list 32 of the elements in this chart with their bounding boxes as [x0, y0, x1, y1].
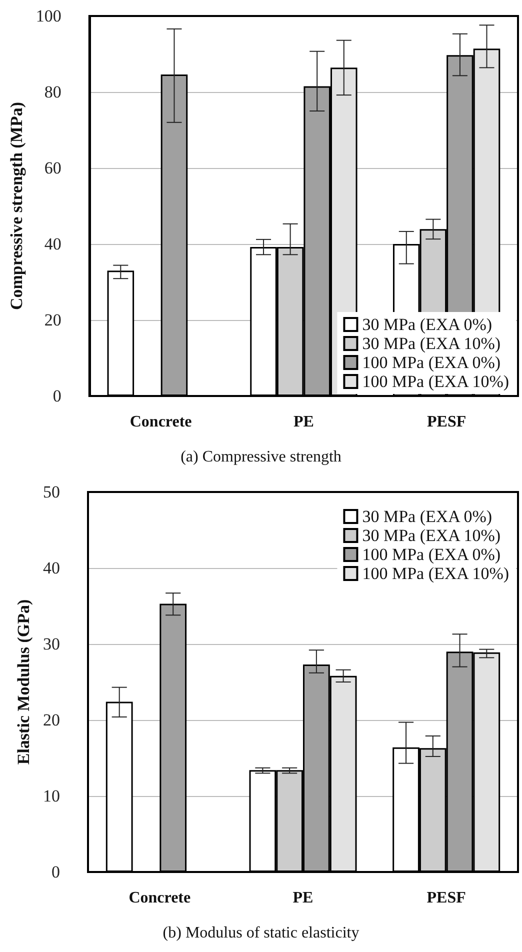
y-tick-label: 20 — [43, 710, 60, 730]
y-tick-label: 40 — [44, 234, 62, 254]
text: (b) Modulus of static elasticity — [162, 924, 360, 942]
x-tick-label: PE — [292, 890, 314, 906]
x-tick-label: Concrete — [130, 414, 192, 430]
legend-label: 100 MPa (EXA 0%) — [362, 545, 501, 564]
y-tick-label: 30 — [43, 634, 60, 654]
y-tick-label: 100 — [36, 6, 62, 26]
bar — [160, 604, 187, 872]
y-tick-label: 10 — [43, 786, 60, 806]
legend-label: 100 MPa (EXA 10%) — [362, 564, 510, 583]
legend-label: 30 MPa (EXA 10%) — [362, 334, 501, 353]
y-tick-label: 50 — [43, 482, 60, 502]
x-tick-label: PESF — [426, 890, 466, 906]
legend-label: 100 MPa (EXA 10%) — [362, 372, 510, 391]
bar — [106, 702, 133, 872]
y-tick-label: 60 — [44, 158, 62, 178]
y-tick-label: 20 — [44, 310, 62, 330]
x-tick-label: Concrete — [128, 890, 191, 906]
y-tick-label: 40 — [43, 558, 60, 578]
y-axis-title: Compressive strength (MPa) — [7, 102, 26, 310]
y-axis-title: Elastic Modulus (GPa) — [14, 599, 33, 765]
x-tick-label: PE — [293, 414, 314, 430]
legend-label: 100 MPa (EXA 0%) — [362, 353, 501, 372]
legend-label: 30 MPa (EXA 0%) — [362, 507, 492, 526]
legend-label: 30 MPa (EXA 0%) — [362, 315, 492, 334]
y-tick-label: 0 — [52, 862, 60, 882]
y-tick-label: 80 — [44, 82, 62, 102]
legend-label: 30 MPa (EXA 10%) — [362, 526, 501, 545]
text: (a) Compressive strength — [180, 448, 342, 466]
x-tick-label: PESF — [427, 414, 466, 430]
y-tick-label: 0 — [52, 386, 62, 406]
